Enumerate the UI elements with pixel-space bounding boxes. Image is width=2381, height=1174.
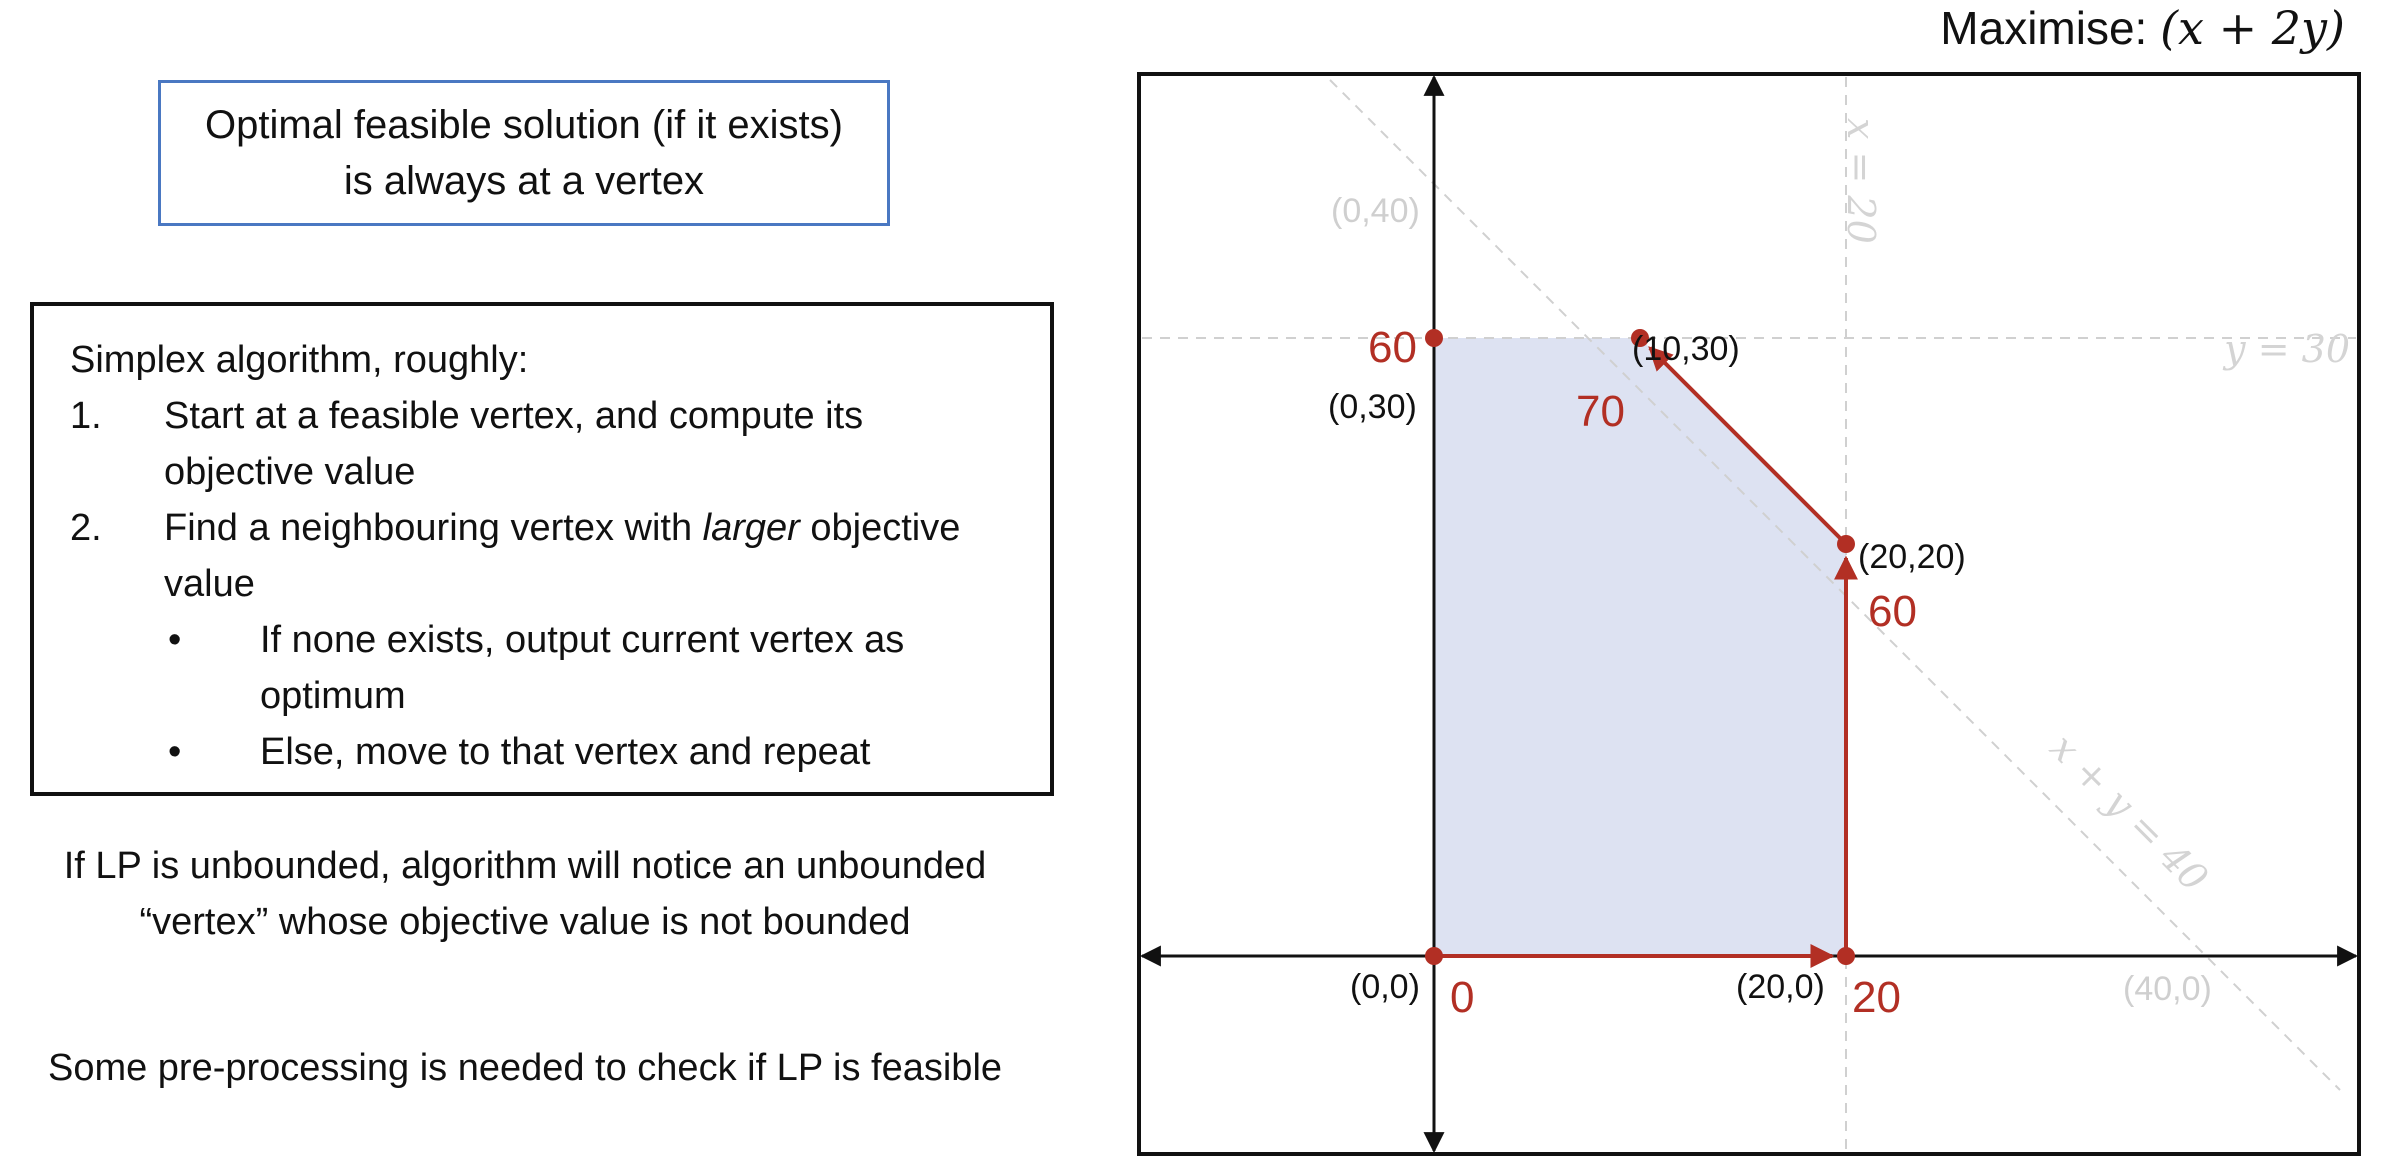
optimal-vertex-note: Optimal feasible solution (if it exists)… [158,80,890,226]
vertex-value-20-0: 20 [1852,973,1901,1022]
diagram-frame [1137,72,2361,1156]
simplex-title: Simplex algorithm, roughly: [70,339,529,381]
simplex-step-1: 1. Start at a feasible vertex, and compu… [70,388,1014,500]
vertices [1425,329,1855,965]
bullet-text: If none exists, output current vertex as… [260,619,905,717]
step-text-after: objective value [164,507,961,605]
label-x-plus-y-equals-40: x + y = 40 [2042,725,2217,900]
guide-line-x-plus-y-40 [1329,79,2341,1091]
step-emphasis: larger [702,507,800,549]
vertex-dot [1837,535,1855,553]
step-text-before: Find a neighbouring vertex with [164,507,703,549]
objective-expression: (x + 2y) [2160,1,2345,55]
intercept-label-40-0: (40,0) [2123,970,2212,1008]
vertex-value-0-30: 60 [1368,323,1417,372]
unbounded-note: If LP is unbounded, algorithm will notic… [63,845,987,943]
objective-function-label: Maximise: (x + 2y) [1940,0,2345,56]
vertex-value-20-20: 60 [1868,587,1917,636]
feasibility-note: Some pre-processing is needed to check i… [47,1047,1003,1089]
simplex-bullet-1: • If none exists, output current vertex … [70,612,1014,724]
step-number: 2. [70,507,102,549]
simplex-bullet-2: • Else, move to that vertex and repeat [70,724,1014,780]
objective-prefix: Maximise: [1940,2,2161,54]
vertex-value-0-0: 0 [1450,973,1474,1022]
feasible-region [1434,338,1846,956]
vertex-label-20-0: (20,0) [1736,968,1825,1006]
vertex-label-10-30: (10,30) [1632,330,1740,368]
vertex-dot [1837,947,1855,965]
vertex-label-0-0: (0,0) [1350,968,1420,1006]
label-x-equals-20: x = 20 [1839,118,1883,244]
step-number: 1. [70,395,102,437]
intercept-label-0-40: (0,40) [1331,192,1420,230]
path-segment [1648,346,1848,546]
simplex-algorithm-box: Simplex algorithm, roughly: 1. Start at … [30,302,1054,796]
simplex-path [1434,346,1858,968]
simplex-step-2: 2. Find a neighbouring vertex with large… [70,500,1014,612]
vertex-label-20-20: (20,20) [1858,538,1966,576]
vertex-value-10-30: 70 [1576,387,1625,436]
vertex-dot [1425,947,1443,965]
label-y-equals-30: y = 30 [2222,327,2350,371]
optimal-vertex-text: Optimal feasible solution (if it exists)… [204,103,843,203]
step-text: Start at a feasible vertex, and compute … [164,395,864,493]
vertex-dot [1631,329,1649,347]
vertex-label-0-30: (0,30) [1328,388,1417,426]
vertex-dot [1425,329,1443,347]
bullet-dot: • [168,731,182,773]
bullet-text: Else, move to that vertex and repeat [260,731,871,773]
bullet-dot: • [168,619,182,661]
